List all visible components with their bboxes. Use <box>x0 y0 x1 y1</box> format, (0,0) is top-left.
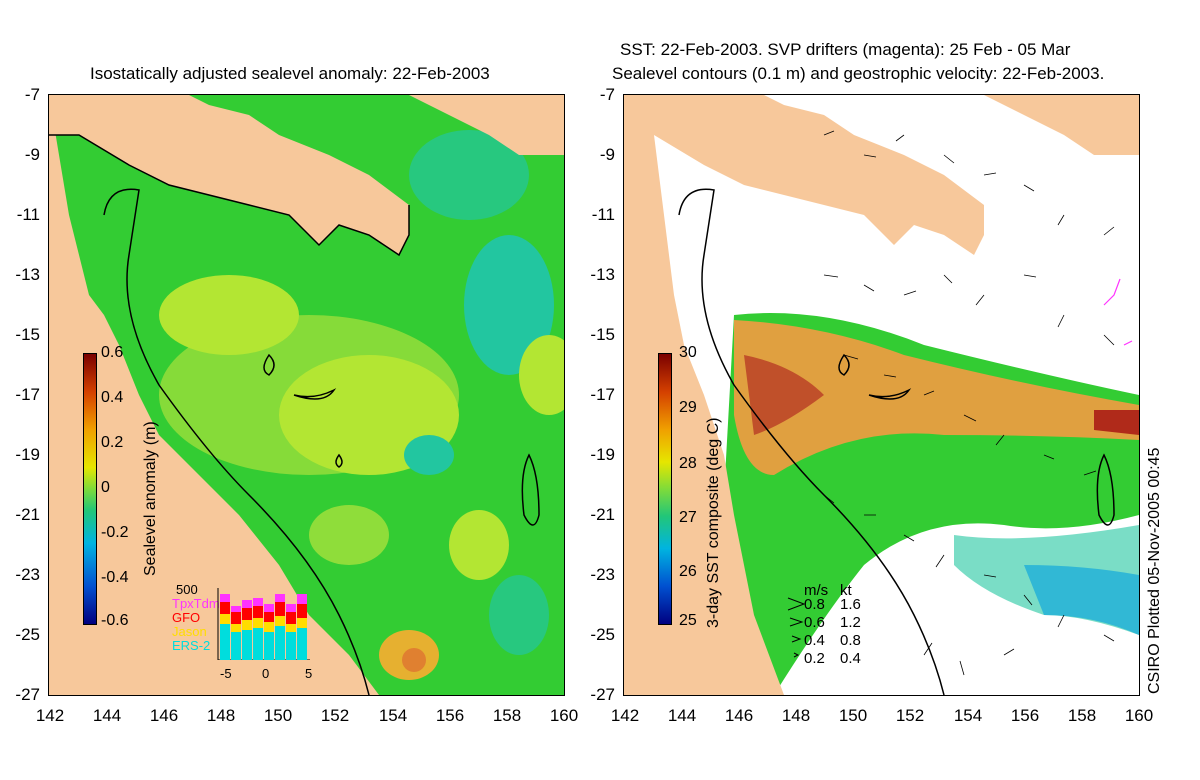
right-x-tick: 142 <box>610 706 640 725</box>
left-x-tick: 154 <box>378 706 408 725</box>
right-y-tick: -13 <box>590 265 615 284</box>
right-map-title-line2: Sealevel contours (0.1 m) and geostrophi… <box>612 64 1105 83</box>
speed-legend-ms: 0.6 <box>804 614 825 631</box>
sst-colorbar-tick: 26 <box>679 563 697 580</box>
speed-legend-ms: 0.8 <box>804 596 825 613</box>
right-x-tick: 146 <box>724 706 754 725</box>
speed-legend-arrows <box>787 597 806 658</box>
sst-colorbar-tick: 29 <box>679 399 697 416</box>
left-y-tick: -13 <box>15 265 40 284</box>
left-y-tick: -9 <box>24 145 40 164</box>
sealevel-colorbar-tick: -0.4 <box>101 569 129 586</box>
right-x-tick: 148 <box>781 706 811 725</box>
speed-legend-header-ms: m/s <box>804 582 829 599</box>
left-x-tick: 146 <box>149 706 179 725</box>
left-y-tick: -19 <box>15 445 40 464</box>
speed-legend-header-kt: kt <box>840 582 852 599</box>
sst-colorbar-tick: 28 <box>679 455 697 472</box>
right-map-title-line1: SST: 22-Feb-2003. SVP drifters (magenta)… <box>620 40 1071 59</box>
left-x-tick: 158 <box>492 706 522 725</box>
right-x-tick: 144 <box>667 706 697 725</box>
left-x-tick: 150 <box>263 706 293 725</box>
left-y-tick: -27 <box>15 685 40 704</box>
sealevel-colorbar-tick: 0.2 <box>101 434 124 451</box>
left-x-tick: 148 <box>206 706 236 725</box>
left-y-tick: -7 <box>24 85 40 104</box>
sst-colorbar-tick: 27 <box>679 509 697 526</box>
right-y-tick: -19 <box>590 445 615 464</box>
right-x-tick: 152 <box>895 706 925 725</box>
inset-bars <box>220 594 307 660</box>
right-x-tick: 160 <box>1124 706 1154 725</box>
speed-legend-kt: 0.8 <box>840 632 861 649</box>
left-x-tick: 142 <box>35 706 65 725</box>
sst-colorbar-label: 3-day SST composite (deg C) <box>705 417 722 628</box>
sealevel-colorbar-tick: -0.6 <box>101 612 129 629</box>
speed-legend-ms: 0.4 <box>804 632 825 649</box>
right-y-tick: -15 <box>590 325 615 344</box>
inset-satellite-label: Jason <box>172 624 207 639</box>
sealevel-colorbar-tick: 0.4 <box>101 389 124 406</box>
inset-x-tick: -5 <box>220 666 232 681</box>
right-y-tick: -7 <box>599 85 615 104</box>
speed-legend-kt: 1.6 <box>840 596 861 613</box>
speed-legend-kt: 0.4 <box>840 650 861 667</box>
inset-satellite-label: ERS-2 <box>172 638 211 653</box>
inset-x-tick: 0 <box>262 666 270 681</box>
right-x-tick: 158 <box>1067 706 1097 725</box>
right-y-tick: -9 <box>599 145 615 164</box>
left-x-tick: 156 <box>435 706 465 725</box>
right-y-tick: -21 <box>590 505 615 524</box>
right-y-tick: -27 <box>590 685 615 704</box>
velocity-arrows <box>823 130 1115 676</box>
left-x-tick: 144 <box>92 706 122 725</box>
sealevel-colorbar <box>83 353 97 625</box>
speed-legend-kt: 1.2 <box>840 614 861 631</box>
right-x-tick: 156 <box>1010 706 1040 725</box>
left-x-tick: 152 <box>320 706 350 725</box>
left-x-tick: 160 <box>549 706 579 725</box>
left-y-tick: -25 <box>15 625 40 644</box>
inset-x-tick: 5 <box>305 666 313 681</box>
inset-satellite-label: GFO <box>172 610 201 625</box>
left-y-tick: -11 <box>16 205 40 224</box>
right-y-tick: -23 <box>590 565 615 584</box>
sealevel-colorbar-tick: -0.2 <box>101 524 129 541</box>
inset-satellite-label: TpxTdm <box>172 596 220 611</box>
sealevel-colorbar-tick: 0 <box>101 479 110 496</box>
right-y-tick: -11 <box>591 205 615 224</box>
sealevel-colorbar-tick: 0.6 <box>101 344 124 361</box>
sealevel-colorbar-label: Sealevel anomaly (m) <box>142 421 159 576</box>
right-y-tick: -25 <box>590 625 615 644</box>
left-y-tick: -21 <box>15 505 40 524</box>
sst-colorbar-tick: 25 <box>679 612 697 629</box>
right-x-tick: 150 <box>838 706 868 725</box>
sst-colorbar <box>658 353 672 625</box>
inset-top-value: 500 <box>176 582 198 597</box>
right-y-tick: -17 <box>590 385 615 404</box>
plot-credit: CSIRO Plotted 05-Nov-2005 00:45 <box>1146 447 1163 694</box>
left-y-tick: -15 <box>15 325 40 344</box>
right-x-tick: 154 <box>953 706 983 725</box>
sst-velocity-map <box>623 94 1140 696</box>
speed-legend-ms: 0.2 <box>804 650 825 667</box>
sst-colorbar-tick: 30 <box>679 344 697 361</box>
left-map-title: Isostatically adjusted sealevel anomaly:… <box>90 64 490 83</box>
left-y-tick: -17 <box>15 385 40 404</box>
left-y-tick: -23 <box>15 565 40 584</box>
satellite-coverage-inset <box>217 588 310 660</box>
sst-velocity-map-graphic <box>624 95 1139 695</box>
